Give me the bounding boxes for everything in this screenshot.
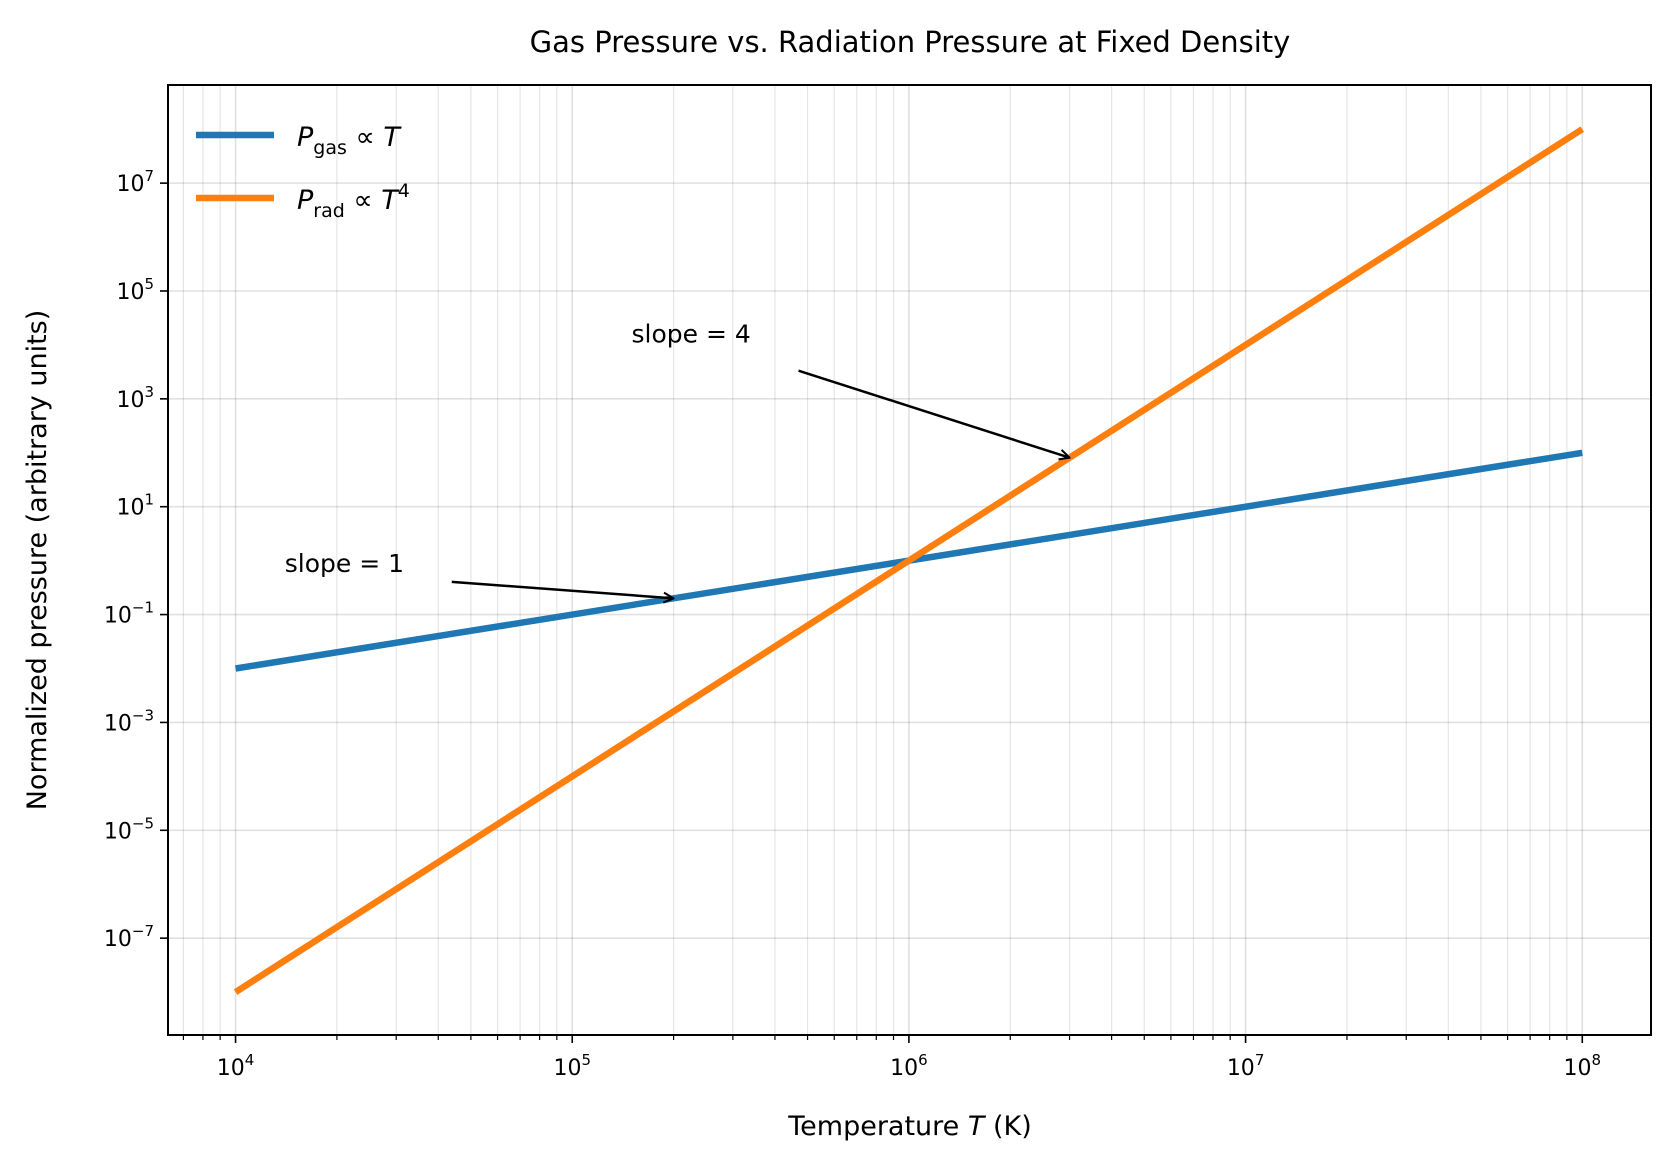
grid [168,85,1651,1035]
x-tick-label: 105 [553,1051,591,1081]
x-tick-label: 104 [217,1051,255,1081]
series-line-rad [233,126,1585,995]
ticks: 104 105 106 107 108 10−7 10−5 10−3 10−1 101 103 105… [104,167,1601,1081]
y-tick-label: 10−3 [104,706,154,736]
legend-label: Pgas ∝ T [297,122,402,159]
annotation-arrow [798,369,1070,458]
legend: Pgas ∝ T Prad ∝ T4 [196,122,410,222]
x-axis-label: Temperature T (K) [787,1111,1031,1142]
legend-label: Prad ∝ T4 [297,180,410,222]
x-tick-label: 106 [890,1051,928,1081]
x-tick-label: 107 [1227,1051,1265,1081]
y-axis-label: Normalized pressure (arbitrary units) [22,310,53,811]
annotation-label: slope = 1 [285,549,404,578]
annotation-arrow [451,580,674,598]
y-tick-label: 107 [116,167,154,197]
y-tick-label: 101 [116,491,154,521]
y-tick-label: 10−5 [104,814,154,844]
y-tick-label: 105 [116,275,154,305]
x-tick-label: 108 [1564,1051,1602,1081]
y-tick-label: 10−7 [104,922,154,952]
annotation-label: slope = 4 [632,320,751,349]
series-lines [233,126,1585,995]
y-tick-label: 103 [116,383,154,413]
chart-title: Gas Pressure vs. Radiation Pressure at F… [530,25,1291,59]
annotations: slope = 4 slope = 1 [285,320,1070,599]
y-tick-label: 10−1 [104,599,154,629]
